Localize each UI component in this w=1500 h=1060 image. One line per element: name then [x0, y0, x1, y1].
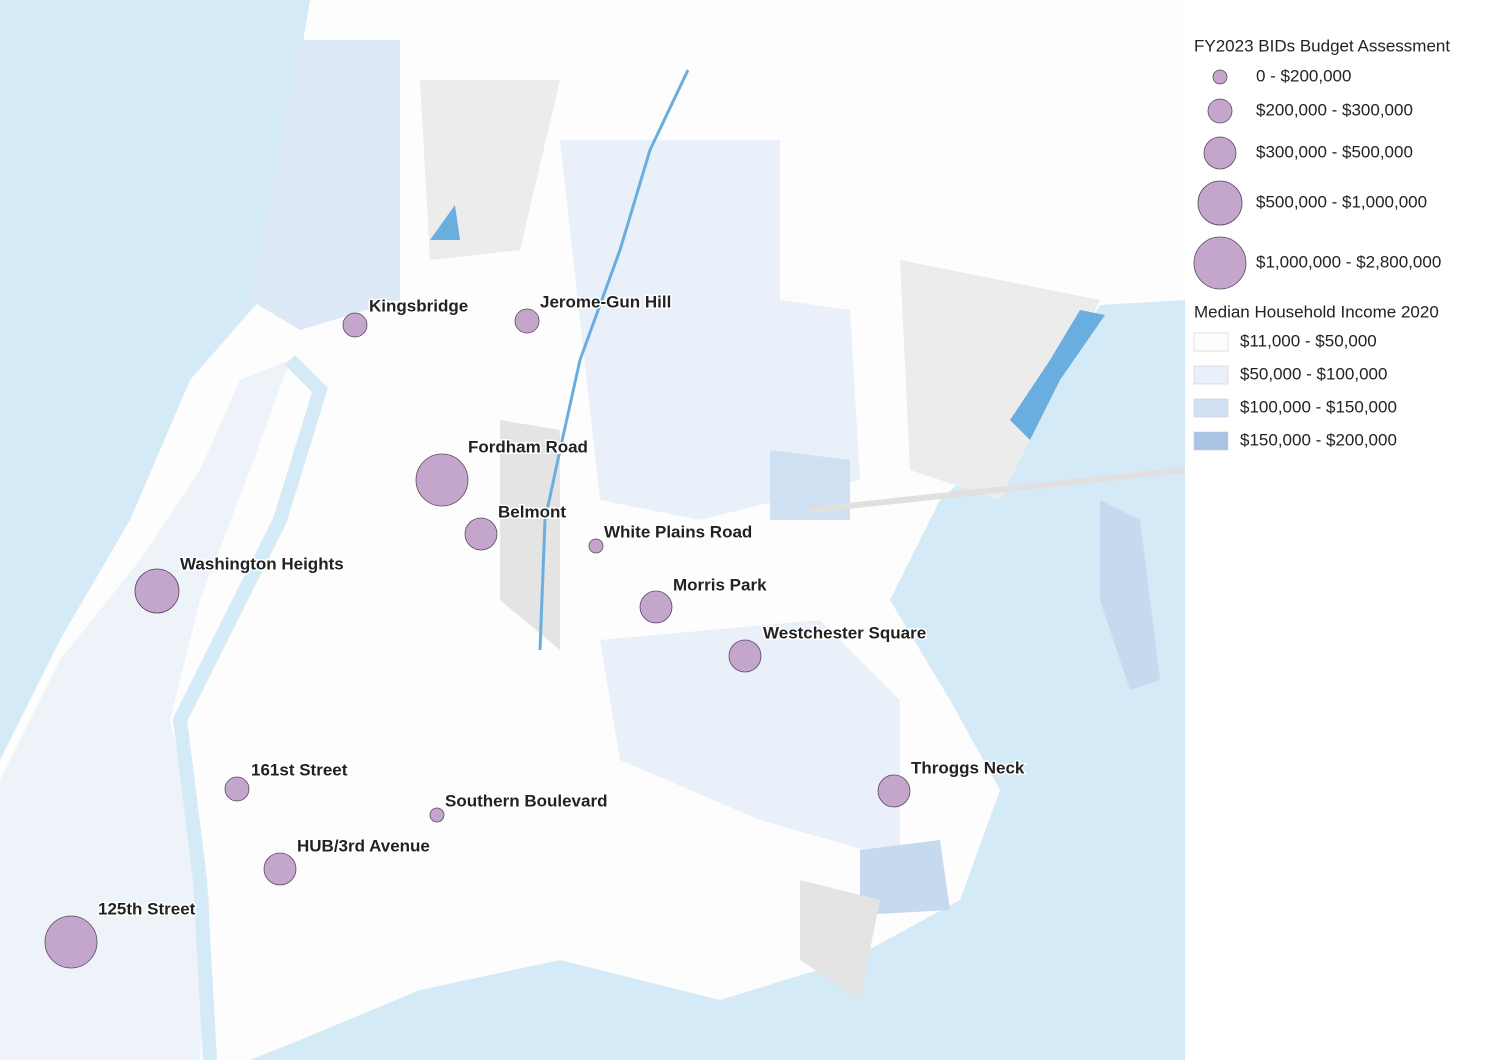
bid-marker [464, 517, 498, 551]
legend-label: $150,000 - $200,000 [1240, 430, 1397, 449]
bid-marker [728, 639, 762, 673]
bid-marker [415, 453, 469, 507]
legend-symbol [1212, 69, 1228, 85]
legend-swatch [1193, 365, 1229, 385]
legend-label: $11,000 - $50,000 [1240, 331, 1377, 350]
income-tract [860, 840, 950, 915]
site-label: Morris Park [673, 575, 767, 594]
bid-marker [224, 776, 250, 802]
site-label: 125th Street [98, 899, 196, 918]
legend-label: $200,000 - $300,000 [1256, 100, 1413, 119]
park [500, 420, 560, 650]
legend-symbol [1203, 136, 1237, 170]
lake [1010, 310, 1105, 440]
site-label: Throggs Neck [911, 758, 1025, 777]
manhattan [0, 360, 290, 1060]
income-tract [600, 620, 900, 860]
site-label: Belmont [498, 502, 566, 521]
site-label: Westchester Square [763, 623, 926, 642]
legend-title: Median Household Income 2020 [1194, 302, 1439, 321]
legend-label: $300,000 - $500,000 [1256, 142, 1413, 161]
legend-label: $1,000,000 - $2,800,000 [1256, 252, 1441, 271]
legend-label: $50,000 - $100,000 [1240, 364, 1387, 383]
bid-marker [514, 308, 540, 334]
site-label: Fordham Road [468, 437, 588, 456]
site-label: HUB/3rd Avenue [297, 836, 430, 855]
site-label: White Plains Road [604, 522, 752, 541]
site-label: Jerome-Gun Hill [540, 292, 671, 311]
park [800, 880, 880, 1000]
legend-panel [1185, 0, 1500, 1060]
legend-swatch [1193, 431, 1229, 451]
bid-marker [263, 852, 297, 886]
site-label: Kingsbridge [369, 296, 468, 315]
legend-symbol [1207, 98, 1233, 124]
bid-marker [134, 568, 180, 614]
bid-marker [44, 915, 98, 969]
legend-swatch [1193, 398, 1229, 418]
legend: FY2023 BIDs Budget Assessment Median Hou… [1185, 0, 1500, 1060]
income-tract [770, 450, 850, 520]
island [1100, 500, 1160, 690]
income-tract [250, 40, 400, 330]
site-label: Southern Boulevard [445, 791, 607, 810]
legend-title: FY2023 BIDs Budget Assessment [1194, 36, 1450, 55]
harlem-river [172, 355, 328, 1060]
legend-swatch [1193, 332, 1229, 352]
bronx-river [538, 69, 690, 651]
bid-marker [342, 312, 368, 338]
bid-marker [588, 538, 604, 554]
bid-marker [639, 590, 673, 624]
reservoir [430, 205, 460, 240]
legend-label: 0 - $200,000 [1256, 66, 1351, 85]
bid-marker [877, 774, 911, 808]
legend-label: $100,000 - $150,000 [1240, 397, 1397, 416]
site-label: Washington Heights [180, 554, 344, 573]
highway [809, 467, 1186, 513]
site-label: 161st Street [251, 760, 348, 779]
park [900, 260, 1100, 500]
legend-symbol [1193, 236, 1247, 290]
bid-marker [429, 807, 445, 823]
legend-label: $500,000 - $1,000,000 [1256, 192, 1427, 211]
income-tract [560, 140, 860, 520]
legend-symbol [1197, 180, 1243, 226]
sites: Kingsbridge Jerome-Gun Hill Fordham Road Be… [44, 291, 1026, 969]
